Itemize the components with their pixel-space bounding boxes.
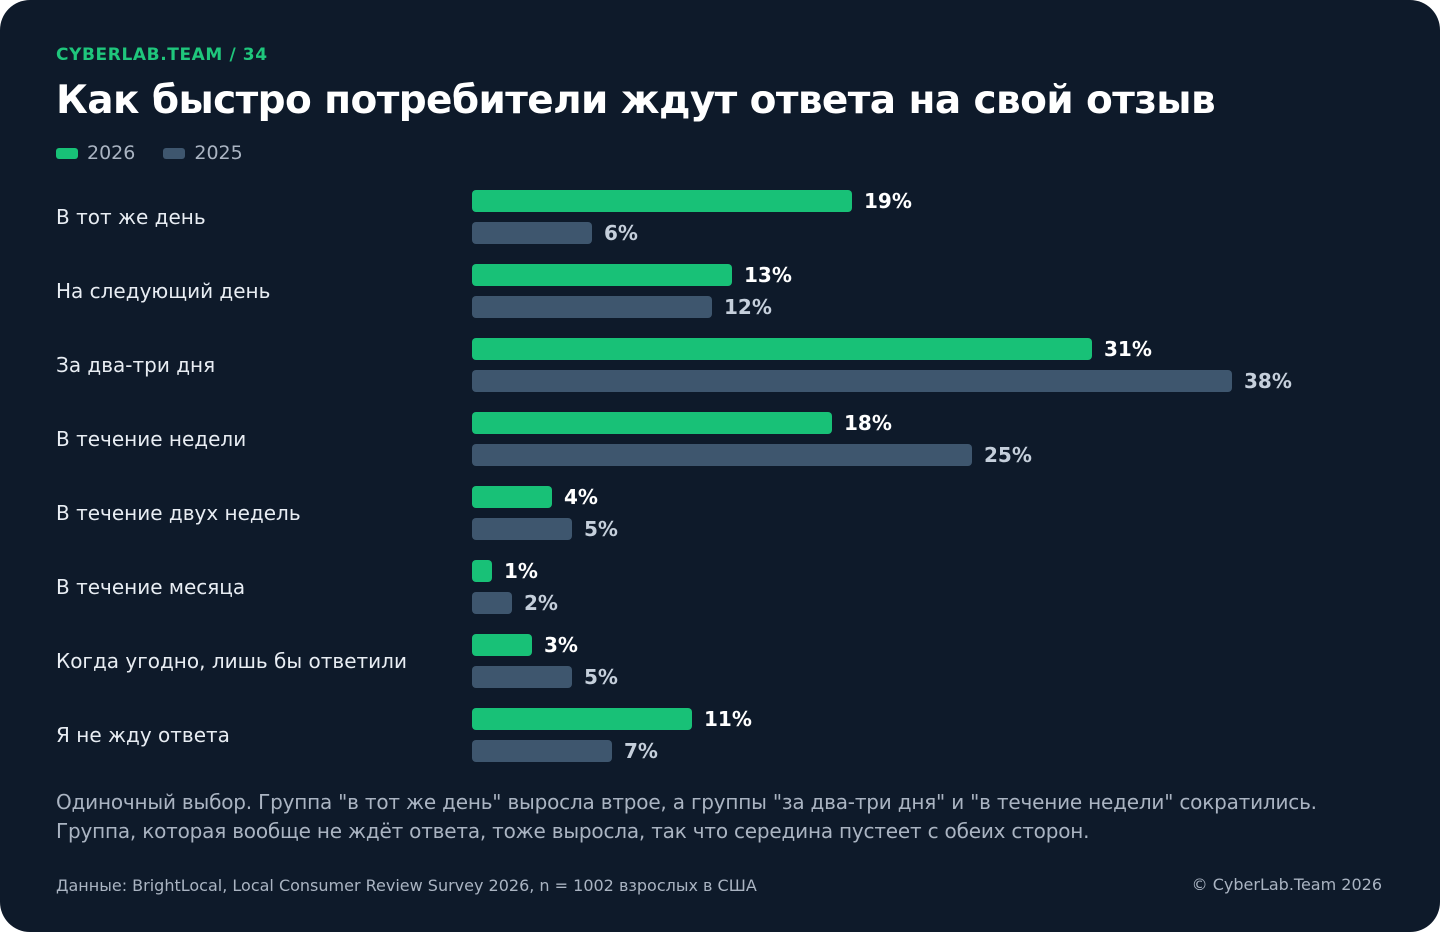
bar-2025 [472,592,512,614]
category-label: В тот же день [56,205,206,229]
legend-swatch-2025 [163,147,186,159]
bar-2026 [472,486,552,508]
bar-2026 [472,708,692,730]
value-label-2026: 18% [844,411,892,435]
legend: 2026 2025 [56,142,271,164]
category-label: За два-три дня [56,353,215,377]
value-label-2026: 31% [1104,337,1152,361]
legend-label-2025: 2025 [194,142,243,164]
category-label: На следующий день [56,279,270,303]
value-label-2025: 6% [604,221,638,245]
category-label: В течение двух недель [56,501,301,525]
value-label-2025: 5% [584,517,618,541]
value-label-2026: 13% [744,263,792,287]
bar-2026 [472,190,852,212]
value-label-2026: 19% [864,189,912,213]
bar-2025 [472,444,972,466]
bar-2025 [472,222,592,244]
bar-2025 [472,296,712,318]
kicker: CYBERLAB.TEAM / 34 [56,45,268,65]
value-label-2025: 12% [724,295,772,319]
value-label-2026: 3% [544,633,578,657]
bar-2025 [472,740,612,762]
bar-2026 [472,264,732,286]
chart-note: Одиночный выбор. Группа "в тот же день" … [56,790,1317,843]
legend-item-2025: 2025 [163,142,243,164]
category-label: В течение месяца [56,575,245,599]
category-label: Когда угодно, лишь бы ответили [56,649,407,673]
value-label-2025: 7% [624,739,658,763]
bar-2026 [472,412,832,434]
category-label: В течение недели [56,427,246,451]
value-label-2025: 25% [984,443,1032,467]
copyright-text: © CyberLab.Team 2026 [1191,875,1382,894]
value-label-2026: 11% [704,707,752,731]
legend-item-2026: 2026 [56,142,135,164]
source-text: Данные: BrightLocal, Local Consumer Revi… [56,876,757,895]
value-label-2025: 38% [1244,369,1292,393]
bar-2026 [472,560,492,582]
bar-chart: В тот же день 19% 6% На следующий день 13% 12… [56,189,1292,763]
bar-2025 [472,370,1232,392]
legend-label-2026: 2026 [87,142,136,164]
category-label: Я не жду ответа [56,723,230,747]
bar-2026 [472,338,1092,360]
chart-title: Как быстро потребители ждут ответа на св… [56,78,1216,123]
value-label-2026: 1% [504,559,538,583]
bar-2025 [472,518,572,540]
value-label-2025: 2% [524,591,558,615]
value-label-2026: 4% [564,485,598,509]
legend-swatch-2026 [56,147,78,159]
bar-2026 [472,634,532,656]
value-label-2025: 5% [584,665,618,689]
bar-2025 [472,666,572,688]
